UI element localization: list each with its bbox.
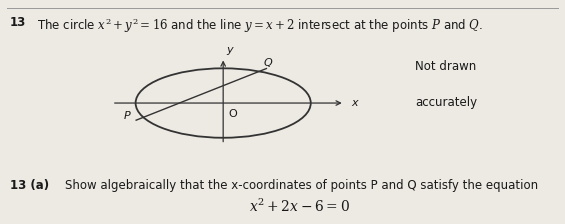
Text: P: P	[124, 111, 131, 121]
Text: Not drawn: Not drawn	[415, 60, 476, 73]
Text: $x^2 + 2x - 6 = 0$: $x^2 + 2x - 6 = 0$	[249, 198, 350, 215]
Text: The circle $x^2 + y^2 = 16$ and the line $y = x + 2$ intersect at the points $P$: The circle $x^2 + y^2 = 16$ and the line…	[37, 16, 483, 34]
Text: x: x	[351, 98, 358, 108]
Text: 13 (a): 13 (a)	[10, 179, 49, 192]
Text: accurately: accurately	[415, 96, 477, 109]
Text: Show algebraically that the x-coordinates of points P and Q satisfy the equation: Show algebraically that the x-coordinate…	[65, 179, 538, 192]
Text: Q: Q	[264, 58, 272, 68]
Text: 13: 13	[10, 16, 27, 29]
Text: O: O	[229, 109, 237, 119]
Text: y: y	[227, 45, 233, 55]
